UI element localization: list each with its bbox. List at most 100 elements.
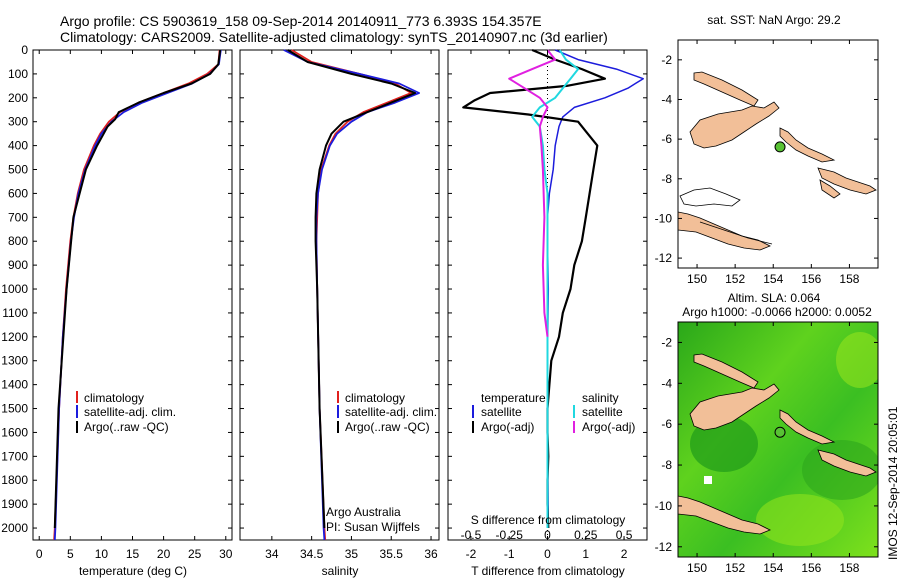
new-britain-land — [689, 101, 780, 149]
map-x-tick-label: 158 — [839, 272, 859, 286]
map-y-tick-label: -10 — [655, 499, 673, 513]
new-ireland-land — [693, 353, 759, 389]
map-x-tick-label: 152 — [725, 272, 745, 286]
map-x-tick-label: 154 — [763, 561, 783, 575]
t-argo-line — [462, 48, 607, 529]
legend-argo-label: Argo(..raw -QC) — [345, 420, 430, 434]
pressure-tick-label: 500 — [8, 163, 28, 177]
map-x-tick-label: 150 — [687, 561, 707, 575]
temperature-panel-frame — [32, 49, 233, 541]
difference-xlabel-top: S difference from climatology — [471, 513, 626, 527]
legend-climatology-label: climatology — [345, 391, 405, 405]
x-tick-label: 34 — [265, 547, 279, 561]
salinity-x-ticks: 34 34.5 35 35.5 36 — [265, 50, 438, 561]
pressure-tick-label: 1500 — [1, 402, 28, 416]
sla-map-title: Altim. SLA: 0.064 — [728, 291, 821, 305]
sla-map-ticks: 150 152 154 156 158 -2 -4 -6 -8 -10 -12 — [655, 322, 878, 575]
sla-map-area — [678, 322, 878, 557]
pressure-tick-labels: 0 100 200 300 400 500 600 700 800 900 1000 1100 1200… — [1, 43, 28, 535]
salinity-legend: climatology satellite-adj. clim. Argo(..… — [337, 391, 437, 434]
imos-timestamp: IMOS 12-Sep-2014 20:05:01 — [886, 406, 900, 560]
choiseul-land — [819, 179, 841, 199]
header-line-2: Climatology: CARS2009. Satellite-adjuste… — [60, 29, 608, 45]
pressure-tick-label: 800 — [8, 234, 28, 248]
pressure-tick-label: 1300 — [1, 354, 28, 368]
new-ireland-land — [693, 71, 759, 107]
temperature-plot — [53, 49, 222, 541]
satellite-line — [283, 49, 421, 541]
sla-high-patch — [756, 494, 844, 546]
x-tick-label-top: -0.5 — [461, 528, 482, 542]
salinity-plot — [283, 49, 421, 541]
sst-map-title: sat. SST: NaN Argo: 29.2 — [707, 13, 841, 27]
legend-salinity-title: salinity — [582, 391, 619, 405]
pressure-tick-label: 900 — [8, 258, 28, 272]
s-argo-line — [508, 49, 557, 337]
satellite-line — [53, 49, 222, 541]
map-y-tick-label: -2 — [661, 53, 672, 67]
map-y-tick-label: -4 — [661, 92, 672, 106]
x-tick-label: 15 — [126, 547, 140, 561]
map-x-tick-label: 158 — [839, 561, 859, 575]
map-x-tick-label: 154 — [763, 272, 783, 286]
pressure-tick-label: 200 — [8, 91, 28, 105]
map-y-tick-label: -12 — [655, 540, 673, 554]
sst-map-area — [678, 40, 878, 268]
pressure-tick-label: 1700 — [1, 449, 28, 463]
no-data-cell — [704, 476, 712, 484]
temperature-x-ticks: 0 5 10 15 20 25 30 — [36, 50, 233, 561]
salinity-xlabel: salinity — [322, 564, 359, 578]
difference-x-ticks: -2 -1 0 1 2 — [466, 50, 628, 561]
map-y-tick-label: -4 — [661, 376, 672, 390]
map-y-tick-label: -8 — [661, 172, 672, 186]
map-x-tick-label: 150 — [687, 272, 707, 286]
sst-map-ticks: 150 152 154 156 158 -2 -4 -6 -8 -10 -12 — [655, 40, 878, 286]
pressure-tick-label: 300 — [8, 115, 28, 129]
difference-legend: temperature satellite Argo(-adj) salinit… — [472, 391, 635, 434]
pressure-tick-label: 2000 — [1, 521, 28, 535]
pressure-tick-label: 1200 — [1, 330, 28, 344]
x-tick-label: 0 — [36, 547, 43, 561]
pressure-tick-label: 400 — [8, 139, 28, 153]
x-tick-label: 1 — [582, 547, 589, 561]
map-y-tick-label: -12 — [655, 251, 673, 265]
coast-outline — [679, 187, 773, 245]
argo-line — [287, 49, 417, 529]
annotation-pi: PI: Susan Wijffels — [326, 520, 420, 534]
argo-line — [53, 49, 222, 529]
pressure-tick-label: 600 — [8, 186, 28, 200]
x-tick-label: 25 — [188, 547, 202, 561]
x-tick-label: -1 — [504, 547, 515, 561]
x-tick-label: 30 — [219, 547, 233, 561]
x-tick-label: 5 — [67, 547, 74, 561]
pressure-tick-label: 1800 — [1, 473, 28, 487]
legend-climatology-label: climatology — [84, 391, 144, 405]
png-mainland-land — [678, 495, 771, 535]
pressure-tick-label: 1600 — [1, 425, 28, 439]
float-location-marker — [774, 141, 786, 153]
legend-t-satellite-label: satellite — [481, 405, 522, 419]
pressure-tick-label: 0 — [21, 43, 28, 57]
map-x-tick-label: 152 — [725, 561, 745, 575]
bougainville-land — [779, 409, 836, 445]
new-britain-land — [689, 383, 780, 431]
pressure-tick-label: 1900 — [1, 497, 28, 511]
salinity-panel-frame — [239, 49, 440, 541]
annotation-argo-australia: Argo Australia — [326, 505, 401, 519]
sla-low-patch — [690, 416, 758, 472]
pressure-tick-label: 100 — [8, 67, 28, 81]
x-tick-label-top: 0.25 — [574, 528, 598, 542]
pressure-tick-label: 1000 — [1, 282, 28, 296]
pressure-tick-label: 700 — [8, 210, 28, 224]
x-tick-label: 34.5 — [300, 547, 324, 561]
temperature-xlabel: temperature (deg C) — [79, 564, 187, 578]
solomon-islands-land — [817, 449, 877, 477]
bougainville-land — [779, 127, 836, 163]
legend-satellite-label: satellite-adj. clim. — [84, 405, 176, 419]
legend-argo-label: Argo(..raw -QC) — [84, 420, 169, 434]
climatology-line — [291, 49, 413, 541]
difference-plot — [462, 48, 644, 540]
x-tick-label-top: 0.5 — [616, 528, 633, 542]
difference-xlabel: T difference from climatology — [471, 564, 625, 578]
